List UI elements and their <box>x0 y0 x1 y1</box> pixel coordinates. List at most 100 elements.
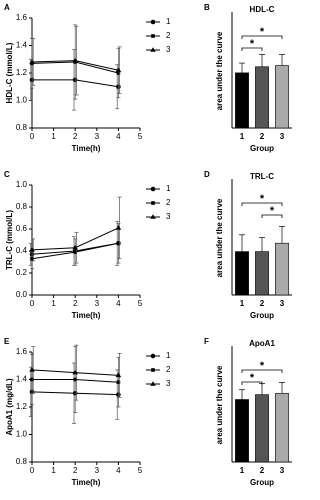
marker <box>29 367 35 372</box>
significance-bracket <box>241 202 283 206</box>
x-tick-label: 3 <box>95 466 100 475</box>
x-tick-label: 3 <box>95 132 100 141</box>
marker <box>73 250 77 254</box>
y-tick-label: 1.4 <box>16 375 28 384</box>
legend-label: 2 <box>166 198 171 207</box>
bar <box>235 251 249 296</box>
panel-letter: F <box>204 337 209 346</box>
marker <box>150 19 156 25</box>
x-tick-label: 3 <box>280 132 285 141</box>
marker <box>73 377 77 382</box>
x-tick-label: 1 <box>51 132 56 141</box>
significance-label: * <box>260 26 265 38</box>
significance-bracket <box>241 35 283 39</box>
marker <box>72 244 78 250</box>
legend-label: 1 <box>166 351 171 360</box>
x-tick-label: 2 <box>73 132 78 141</box>
bar <box>255 251 269 296</box>
legend-label: 3 <box>166 212 171 221</box>
y-axis-label: area under the curve <box>215 31 224 110</box>
y-tick-label: 1.2 <box>16 402 28 411</box>
marker <box>150 381 156 386</box>
marker <box>29 247 35 252</box>
significance-label: * <box>250 38 255 50</box>
marker <box>151 368 155 372</box>
y-axis-label: ApoA1 (mg/dL) <box>5 378 14 436</box>
x-axis-label: Group <box>250 144 274 153</box>
x-tick-label: 2 <box>260 299 265 308</box>
marker <box>116 71 121 75</box>
y-axis-label: HDL-C (mmol/L) <box>5 42 14 103</box>
x-tick-label: 0 <box>30 299 35 308</box>
marker <box>115 372 122 378</box>
marker <box>116 241 121 246</box>
bar <box>275 242 289 296</box>
x-tick-label: 2 <box>260 466 265 475</box>
x-tick-label: 5 <box>138 466 143 475</box>
y-tick-label: 1.2 <box>16 68 28 77</box>
chart-title: HDL-C <box>250 5 275 14</box>
significance-label: * <box>260 193 265 205</box>
significance-bracket <box>261 214 283 218</box>
y-tick-label: 1.0 <box>16 96 28 105</box>
figure: A 0.8 1.0 1.2 1.4 1.6 0 1 2 3 4 5 Time(h) HDL-C (mmol… <box>4 3 292 487</box>
marker <box>115 67 122 73</box>
panel-letter: B <box>204 3 210 12</box>
bar <box>255 394 269 463</box>
significance-label: * <box>270 205 275 217</box>
x-tick-label: 5 <box>138 299 143 308</box>
legend-label: 3 <box>166 45 171 54</box>
x-axis-label: Time(h) <box>72 311 101 320</box>
chart-title: TRL-C <box>250 172 274 181</box>
y-tick-label: 0.6 <box>16 224 28 233</box>
y-tick-label: 1.6 <box>16 13 28 22</box>
marker <box>30 256 34 261</box>
x-tick-label: 1 <box>51 466 56 475</box>
y-tick-label: 0.2 <box>16 268 28 277</box>
marker <box>150 353 156 359</box>
y-tick-label: 0.4 <box>16 246 28 255</box>
x-tick-label: 1 <box>240 299 245 308</box>
x-tick-label: 3 <box>280 299 285 308</box>
legend-label: 3 <box>166 379 171 388</box>
x-tick-label: 0 <box>30 132 35 141</box>
x-tick-label: 2 <box>73 466 78 475</box>
bar <box>235 72 249 129</box>
panel-letter: C <box>4 170 10 179</box>
x-tick-label: 4 <box>116 466 121 475</box>
significance-label: * <box>250 372 255 384</box>
y-axis-label: area under the curve <box>215 365 224 444</box>
panel-letter: E <box>4 337 10 346</box>
y-axis-label: area under the curve <box>215 198 224 277</box>
x-tick-label: 5 <box>138 132 143 141</box>
significance-label: * <box>260 360 265 372</box>
panel-letter: A <box>4 3 10 12</box>
legend-label: 1 <box>166 17 171 26</box>
y-tick-label: 0.8 <box>16 457 28 466</box>
y-tick-label: 0.8 <box>16 202 28 211</box>
chart-title: ApoA1 <box>249 339 275 348</box>
x-tick-label: 2 <box>260 132 265 141</box>
bar <box>275 65 289 129</box>
marker <box>151 201 155 205</box>
x-axis-label: Time(h) <box>72 144 101 153</box>
marker <box>150 214 156 219</box>
x-tick-label: 1 <box>51 299 56 308</box>
marker <box>150 47 156 52</box>
marker <box>30 377 34 382</box>
x-tick-label: 2 <box>73 299 78 308</box>
x-axis-label: Group <box>250 478 274 487</box>
significance-bracket <box>241 47 263 51</box>
y-tick-label: 1.4 <box>16 41 28 50</box>
marker <box>150 186 156 192</box>
legend-label: 2 <box>166 365 171 374</box>
marker <box>72 369 78 375</box>
y-tick-label: 1.0 <box>16 180 28 189</box>
x-axis-label: Time(h) <box>72 478 101 487</box>
marker <box>115 225 122 230</box>
panel-letter: D <box>204 170 210 179</box>
x-tick-label: 1 <box>240 132 245 141</box>
bar <box>235 399 249 463</box>
y-tick-label: 0.8 <box>16 123 28 132</box>
marker <box>29 59 35 64</box>
